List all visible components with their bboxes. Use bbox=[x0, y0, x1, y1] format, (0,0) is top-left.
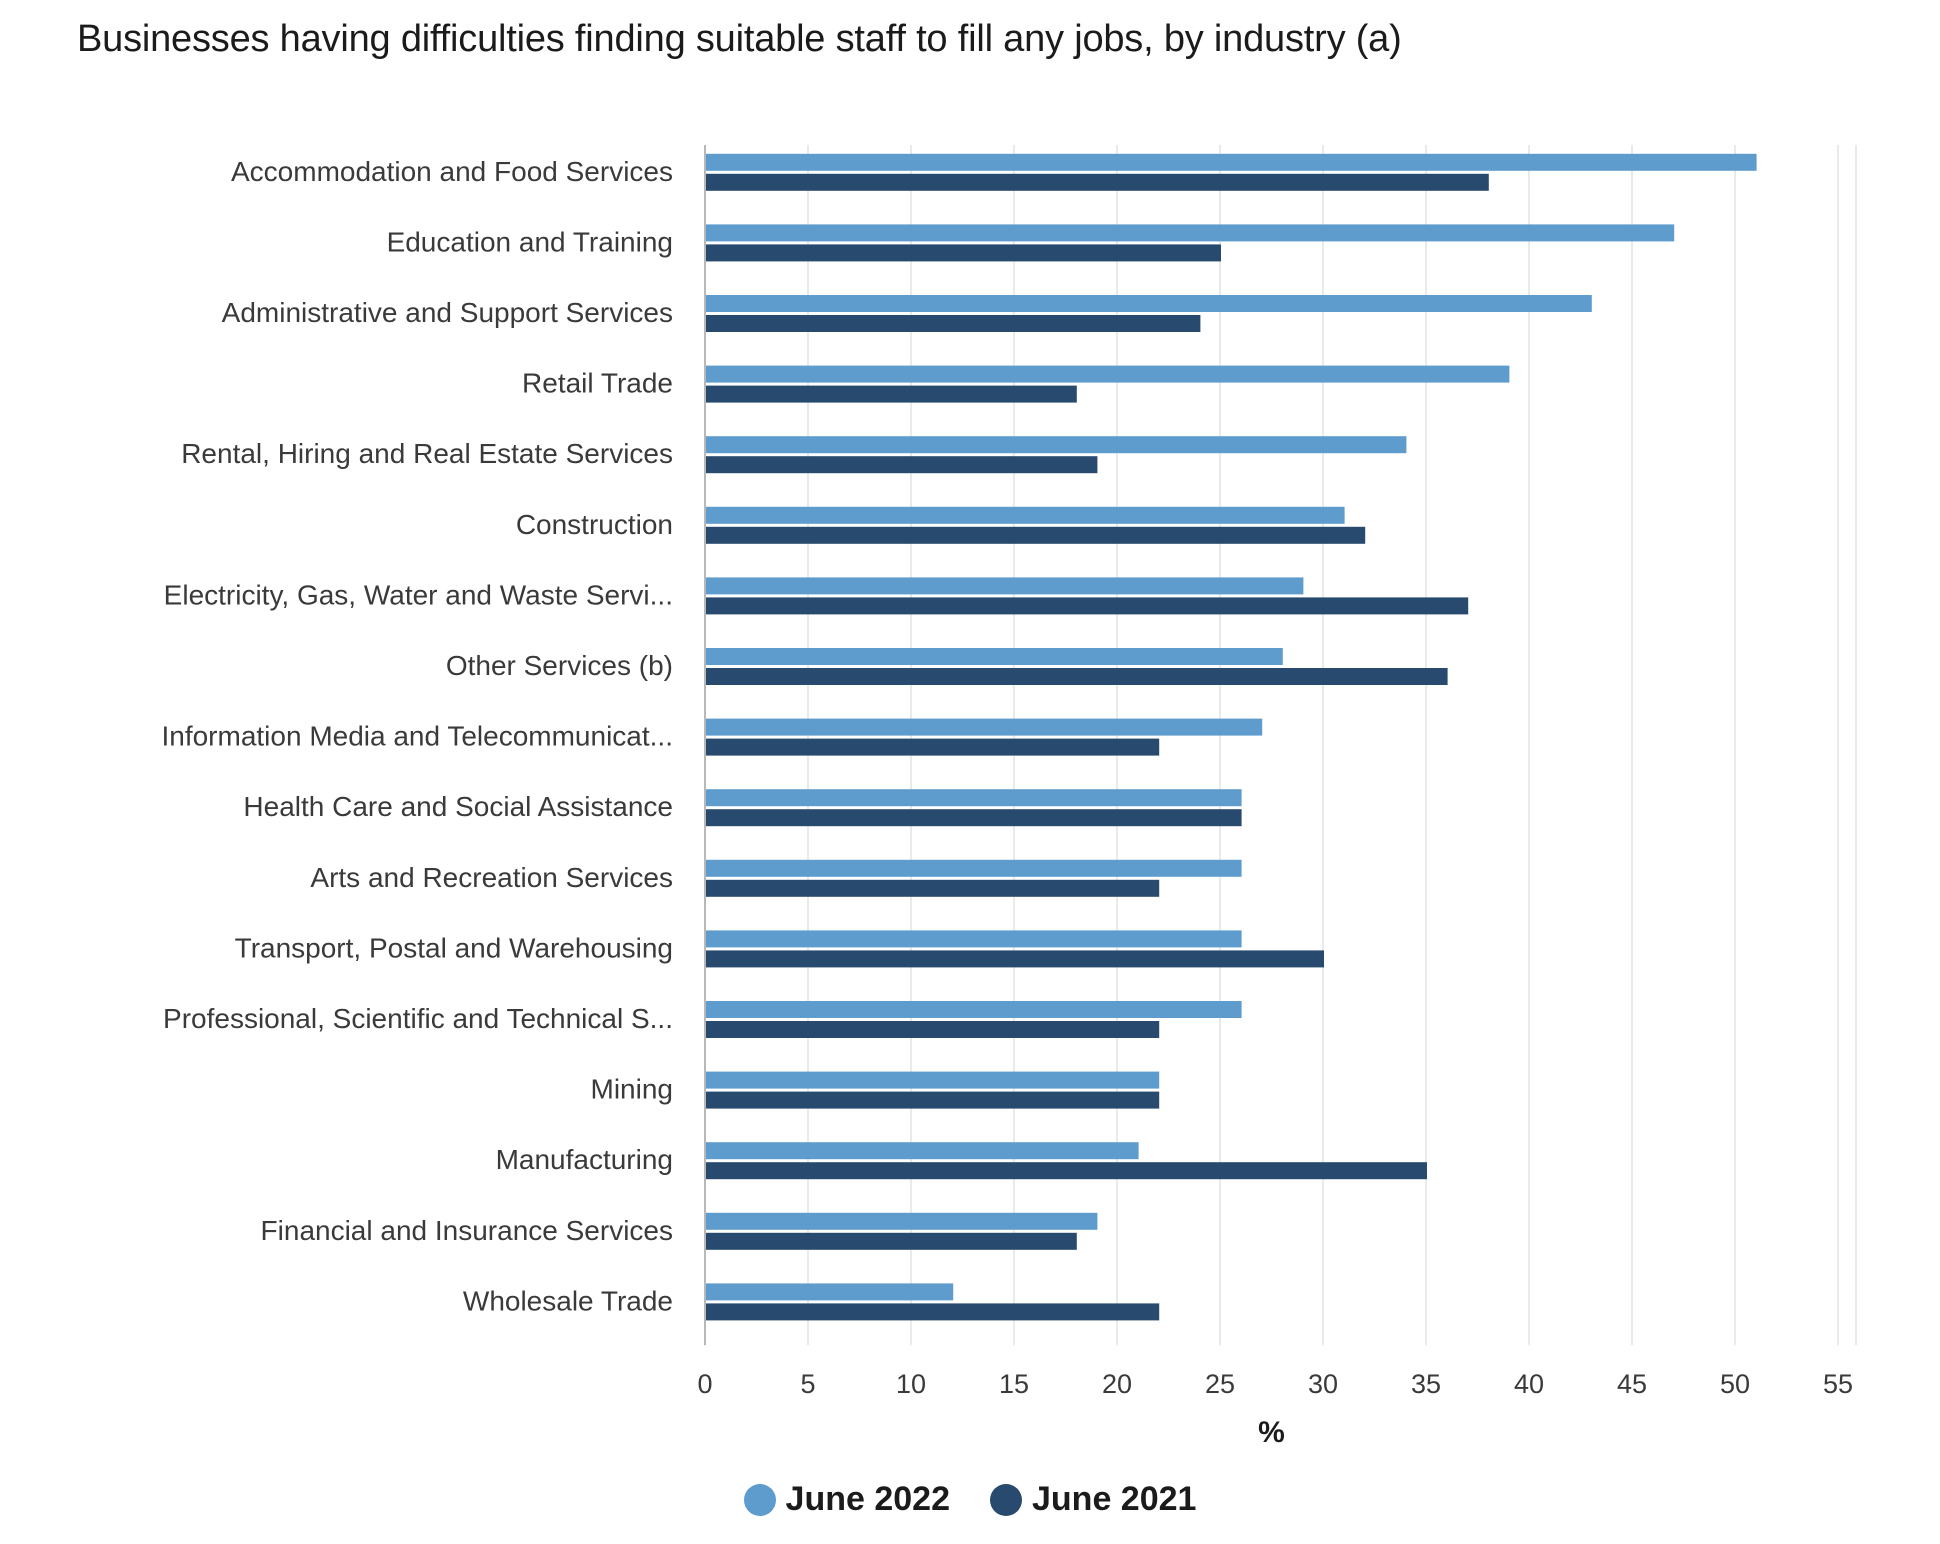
legend-swatch-june-2021 bbox=[990, 1483, 1022, 1516]
bar-june-2022-administrative-and-support-services[interactable]: Administrative and Support Services — Ju… bbox=[706, 295, 1592, 312]
x-tick-label-35: 35 bbox=[1411, 1369, 1441, 1399]
bar-june-2021-financial-and-insurance-services[interactable]: Financial and Insurance Services — June … bbox=[706, 1232, 1077, 1250]
x-tick-label-5: 5 bbox=[800, 1369, 815, 1399]
category-label-mining: Mining bbox=[591, 1074, 673, 1105]
bar-june-2021-other-services-b[interactable]: Other Services (b) — June 2021: 36 bbox=[706, 668, 1448, 685]
bar-june-2021-retail-trade[interactable]: Retail Trade — June 2021: 18 bbox=[706, 385, 1077, 403]
category-label-retail-trade: Retail Trade bbox=[522, 368, 673, 399]
bar-june-2021-accommodation-and-food-services[interactable]: Accommodation and Food Services — June 2… bbox=[706, 173, 1489, 191]
legend: June 2022 June 2021 bbox=[0, 1480, 1940, 1519]
x-tick-label-10: 10 bbox=[896, 1369, 926, 1399]
bar-june-2021-rental-hiring-and-real-estate-services[interactable]: Rental, Hiring and Real Estate Services … bbox=[706, 456, 1098, 474]
category-label-other-services-b: Other Services (b) bbox=[446, 650, 673, 681]
bar-june-2022-information-media-and-telecommunicat[interactable]: Information Media and Telecommunicat... … bbox=[706, 718, 1263, 736]
category-label-professional-scientific-and-technical-s: Professional, Scientific and Technical S… bbox=[163, 1003, 673, 1034]
x-tick-label-50: 50 bbox=[1720, 1369, 1750, 1399]
category-label-information-media-and-telecommunicat: Information Media and Telecommunicat... bbox=[161, 721, 673, 752]
bar-june-2021-construction[interactable]: Construction — June 2021: 32 bbox=[706, 526, 1366, 544]
x-tick-label-0: 0 bbox=[697, 1369, 712, 1399]
bar-june-2021-wholesale-trade[interactable]: Wholesale Trade — June 2021: 22 bbox=[706, 1303, 1160, 1321]
category-label-transport-postal-and-warehousing: Transport, Postal and Warehousing bbox=[235, 932, 673, 963]
bar-june-2022-transport-postal-and-warehousing[interactable]: Transport, Postal and Warehousing — June… bbox=[706, 930, 1242, 948]
bar-june-2021-information-media-and-telecommunicat[interactable]: Information Media and Telecommunicat... … bbox=[706, 738, 1160, 756]
chart-title: Businesses having difficulties finding s… bbox=[77, 18, 1402, 60]
legend-label-june-2021: June 2021 bbox=[1032, 1480, 1197, 1518]
category-labels: Accommodation and Food Services Education… bbox=[161, 156, 673, 1317]
bar-june-2022-other-services-b[interactable]: Other Services (b) — June 2022: 28 bbox=[706, 648, 1283, 665]
bar-june-2021-mining[interactable]: Mining — June 2021: 22 bbox=[706, 1091, 1160, 1109]
bar-june-2022-electricity-gas-water-and-waste-servi[interactable]: Electricity, Gas, Water and Waste Servi.… bbox=[706, 577, 1304, 595]
category-label-rental-hiring-and-real-estate-services: Rental, Hiring and Real Estate Services bbox=[181, 438, 673, 469]
bar-june-2022-health-care-and-social-assistance[interactable]: Health Care and Social Assistance — June… bbox=[706, 789, 1242, 807]
category-label-arts-and-recreation-services: Arts and Recreation Services bbox=[310, 862, 673, 893]
x-tick-label-20: 20 bbox=[1102, 1369, 1132, 1399]
legend-label-june-2022: June 2022 bbox=[785, 1480, 950, 1518]
x-axis-ticks: 0 5 10 15 20 25 30 35 40 45 50 55 bbox=[697, 1369, 1853, 1399]
category-label-construction: Construction bbox=[516, 509, 673, 540]
x-axis-title: % bbox=[1258, 1416, 1285, 1449]
legend-swatch-june-2022 bbox=[743, 1483, 776, 1516]
bar-june-2022-wholesale-trade[interactable]: Wholesale Trade — June 2022: 12 bbox=[706, 1283, 954, 1301]
bar-june-2021-arts-and-recreation-services[interactable]: Arts and Recreation Services — June 2021… bbox=[706, 879, 1160, 897]
x-tick-label-25: 25 bbox=[1205, 1369, 1235, 1399]
legend-item-june-2021[interactable]: June 2021 bbox=[990, 1480, 1196, 1519]
x-tick-label-55: 55 bbox=[1823, 1369, 1853, 1399]
bar-chart: Accommodation and Food Services — June 2… bbox=[161, 145, 1857, 1449]
bar-june-2021-professional-scientific-and-technical-s[interactable]: Professional, Scientific and Technical S… bbox=[706, 1021, 1160, 1038]
bar-june-2021-electricity-gas-water-and-waste-servi[interactable]: Electricity, Gas, Water and Waste Servi.… bbox=[706, 597, 1469, 615]
x-tick-label-45: 45 bbox=[1617, 1369, 1647, 1399]
x-tick-label-40: 40 bbox=[1514, 1369, 1544, 1399]
bar-june-2021-health-care-and-social-assistance[interactable]: Health Care and Social Assistance — June… bbox=[706, 809, 1242, 827]
category-label-education-and-training: Education and Training bbox=[387, 226, 673, 257]
category-label-electricity-gas-water-and-waste-servi: Electricity, Gas, Water and Waste Servi.… bbox=[164, 579, 673, 610]
bar-june-2022-retail-trade[interactable]: Retail Trade — June 2022: 39 bbox=[706, 365, 1510, 383]
bar-june-2022-mining[interactable]: Mining — June 2022: 22 bbox=[706, 1071, 1160, 1089]
bar-june-2021-administrative-and-support-services[interactable]: Administrative and Support Services — Ju… bbox=[706, 315, 1201, 332]
category-label-accommodation-and-food-services: Accommodation and Food Services bbox=[231, 156, 673, 187]
bar-june-2022-arts-and-recreation-services[interactable]: Arts and Recreation Services — June 2022… bbox=[706, 859, 1242, 877]
bar-june-2021-manufacturing[interactable]: Manufacturing — June 2021: 35 bbox=[706, 1162, 1427, 1180]
category-label-health-care-and-social-assistance: Health Care and Social Assistance bbox=[243, 791, 673, 822]
category-label-wholesale-trade: Wholesale Trade bbox=[463, 1285, 673, 1316]
bar-june-2022-rental-hiring-and-real-estate-services[interactable]: Rental, Hiring and Real Estate Services … bbox=[706, 436, 1407, 454]
x-tick-label-30: 30 bbox=[1308, 1369, 1338, 1399]
bar-june-2022-accommodation-and-food-services[interactable]: Accommodation and Food Services — June 2… bbox=[706, 153, 1757, 171]
category-label-financial-and-insurance-services: Financial and Insurance Services bbox=[261, 1215, 673, 1246]
bar-june-2022-manufacturing[interactable]: Manufacturing — June 2022: 21 bbox=[706, 1142, 1139, 1160]
bars: Accommodation and Food Services — June 2… bbox=[706, 153, 1757, 1321]
bar-june-2022-professional-scientific-and-technical-s[interactable]: Professional, Scientific and Technical S… bbox=[706, 1001, 1242, 1018]
bar-june-2021-education-and-training[interactable]: Education and Training — June 2021: 25 bbox=[706, 244, 1221, 262]
bar-june-2022-education-and-training[interactable]: Education and Training — June 2022: 47 bbox=[706, 224, 1675, 242]
bar-june-2022-construction[interactable]: Construction — June 2022: 31 bbox=[706, 506, 1345, 524]
bar-june-2021-transport-postal-and-warehousing[interactable]: Transport, Postal and Warehousing — June… bbox=[706, 950, 1324, 968]
category-label-administrative-and-support-services: Administrative and Support Services bbox=[222, 297, 673, 328]
bar-june-2022-financial-and-insurance-services[interactable]: Financial and Insurance Services — June … bbox=[706, 1212, 1098, 1230]
legend-item-june-2022[interactable]: June 2022 bbox=[743, 1480, 950, 1519]
category-label-manufacturing: Manufacturing bbox=[496, 1144, 673, 1175]
x-tick-label-15: 15 bbox=[999, 1369, 1029, 1399]
